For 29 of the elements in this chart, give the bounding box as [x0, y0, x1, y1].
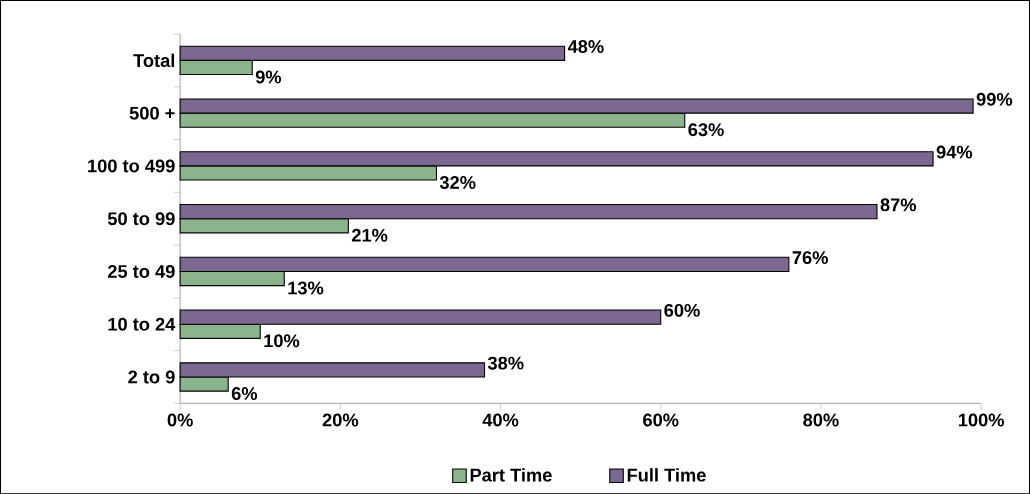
data-label: 13%	[288, 281, 324, 295]
y-tick-label: 25 to 49	[107, 264, 175, 278]
data-label: 10%	[264, 334, 300, 348]
data-label: 63%	[688, 123, 724, 137]
data-label: 21%	[351, 228, 388, 242]
x-tick-label: 20%	[322, 413, 359, 427]
data-label: 76%	[792, 251, 828, 264]
y-tick-label: 500 +	[129, 106, 175, 120]
y-tick-label: 100 to 499	[88, 159, 175, 173]
y-tick-label: Total	[133, 53, 175, 67]
data-label: 9%	[255, 70, 282, 84]
data-label: 60%	[664, 303, 700, 317]
x-tick-label: 80%	[803, 413, 839, 427]
y-tick-label: 50 to 99	[107, 212, 175, 226]
data-label: 32%	[439, 175, 476, 189]
data-label: 87%	[880, 198, 917, 212]
y-tick-label: 10 to 24	[108, 317, 176, 331]
legend-label: Full Time	[627, 468, 706, 482]
data-label: 94%	[936, 145, 973, 159]
y-tick-label: 2 to 9	[128, 370, 175, 384]
data-label: 38%	[487, 356, 524, 370]
data-label: 48%	[567, 39, 604, 53]
x-tick-label: 100%	[958, 413, 1004, 427]
x-tick-label: 40%	[482, 413, 519, 427]
legend-label: Part Time	[470, 468, 552, 482]
data-label: 99%	[976, 92, 1013, 106]
x-tick-label: 0%	[167, 413, 193, 427]
data-label: 6%	[231, 386, 258, 400]
x-tick-label: 60%	[643, 413, 679, 427]
